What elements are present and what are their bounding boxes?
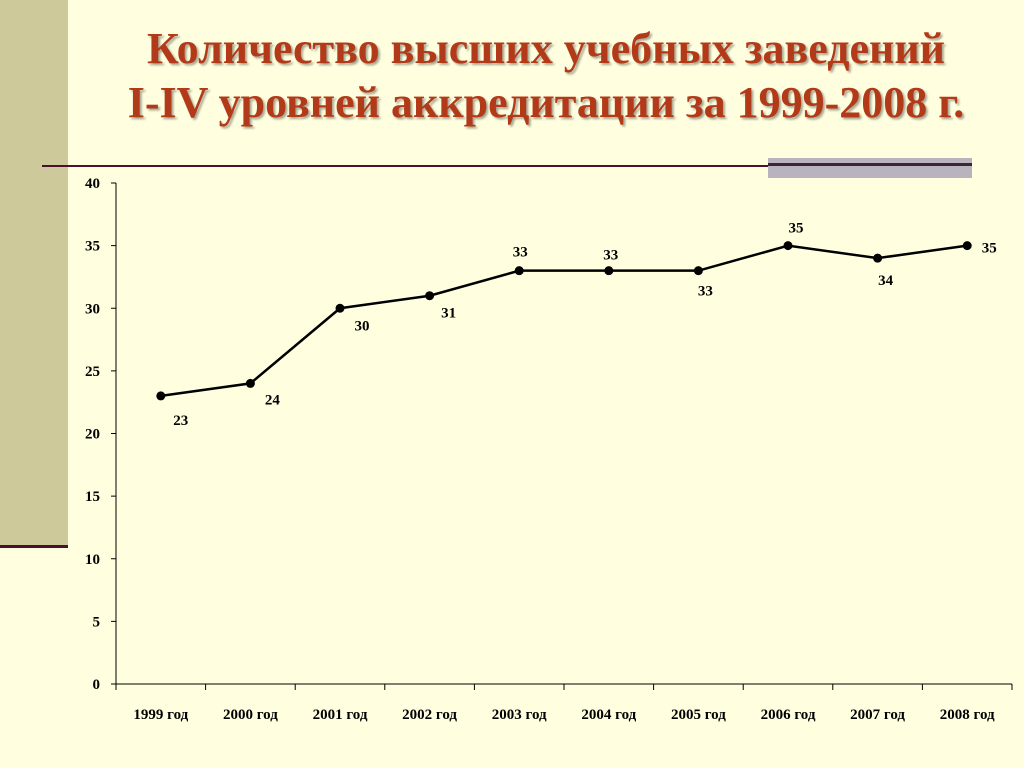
x-tick-label: 2007 год bbox=[850, 707, 905, 723]
data-point bbox=[156, 391, 166, 401]
data-label: 35 bbox=[982, 241, 997, 257]
accent-bar bbox=[768, 158, 972, 178]
data-label: 33 bbox=[603, 248, 618, 264]
data-point bbox=[425, 291, 435, 301]
data-point bbox=[962, 241, 972, 251]
x-tick-label: 2002 год bbox=[402, 707, 457, 723]
x-tick-label: 2001 год bbox=[313, 707, 368, 723]
y-tick-label: 35 bbox=[85, 239, 100, 255]
data-label: 34 bbox=[878, 273, 894, 289]
sidebar-band bbox=[0, 0, 68, 548]
x-tick-label: 2000 год bbox=[223, 707, 278, 723]
sidebar-divider bbox=[0, 545, 68, 548]
series-line bbox=[160, 244, 968, 398]
title-line-1: Количество высших учебных заведений bbox=[146, 24, 946, 73]
x-tick-label: 2006 год bbox=[761, 707, 816, 723]
data-label: 24 bbox=[265, 392, 281, 408]
x-tick-label: 2008 год bbox=[940, 707, 995, 723]
data-point bbox=[245, 378, 255, 388]
y-tick-label: 5 bbox=[93, 614, 101, 630]
y-tick-label: 40 bbox=[85, 176, 100, 192]
x-tick-label: 2004 год bbox=[581, 707, 636, 723]
data-label: 33 bbox=[513, 245, 528, 261]
data-label: 31 bbox=[441, 306, 456, 322]
data-point bbox=[335, 303, 345, 313]
y-tick-label: 25 bbox=[85, 364, 100, 380]
title-underline bbox=[42, 165, 972, 167]
data-point bbox=[514, 266, 524, 276]
data-point bbox=[783, 241, 793, 251]
data-label: 23 bbox=[173, 413, 188, 429]
data-point bbox=[693, 266, 703, 276]
slide-title: Количество высших учебных заведений I-IV… bbox=[68, 22, 1024, 130]
y-tick-label: 15 bbox=[85, 489, 100, 505]
x-tick-label: 2005 год bbox=[671, 707, 726, 723]
y-tick-label: 30 bbox=[85, 301, 100, 317]
data-label: 33 bbox=[698, 284, 713, 300]
data-point bbox=[873, 253, 883, 263]
y-tick-label: 10 bbox=[85, 552, 100, 568]
data-label: 35 bbox=[789, 221, 804, 237]
title-line-2: I-IV уровней аккредитации за 1999-2008 г… bbox=[127, 78, 965, 127]
data-point bbox=[604, 266, 614, 276]
x-tick-label: 1999 год bbox=[133, 707, 188, 723]
y-tick-label: 0 bbox=[93, 677, 101, 693]
x-tick-label: 2003 год bbox=[492, 707, 547, 723]
y-tick-label: 20 bbox=[85, 427, 100, 443]
data-label: 30 bbox=[355, 318, 370, 334]
